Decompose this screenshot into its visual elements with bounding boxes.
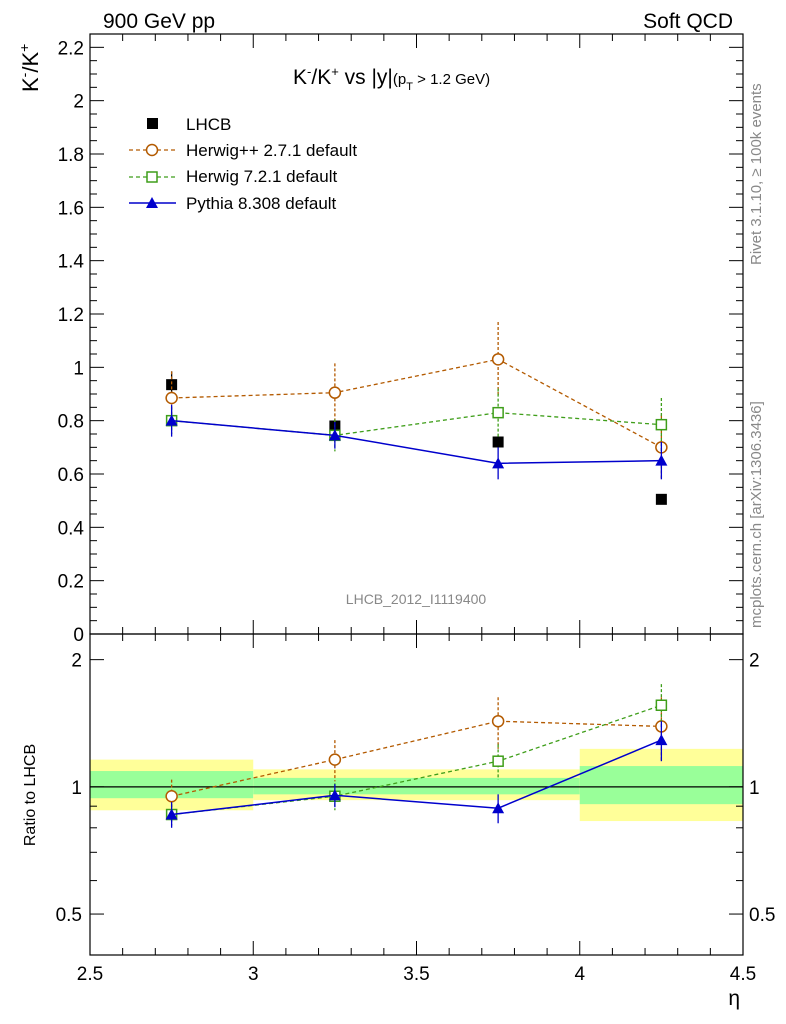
main-point-herwig-2-7-1-default xyxy=(328,386,342,399)
legend-marker-herwig7 xyxy=(146,171,158,183)
ratio-y-tick-label-right: 2 xyxy=(749,651,760,672)
analysis-id: LHCB_2012_I1119400 xyxy=(346,591,487,607)
main-y-tick-label: 2.2 xyxy=(58,38,84,59)
ratio-point-pythia-8-308-default xyxy=(165,808,178,820)
legend-marker-pythia xyxy=(146,197,158,208)
ratio-uncertainty-bands xyxy=(90,748,743,822)
main-point-herwig-2-7-1-default xyxy=(491,353,505,366)
ratio-point-herwig-2-7-1-default xyxy=(491,714,505,728)
ratio-line-herwig-7-2-1-default xyxy=(171,704,662,816)
main-y-tick-label: 0.4 xyxy=(58,518,85,539)
ratio-y-tick-label-right: 1 xyxy=(749,778,760,799)
rivet-label: Rivet 3.1.10, ≥ 100k events xyxy=(748,83,765,265)
ratio-point-herwig-2-7-1-default xyxy=(165,790,178,803)
main-y-tick-label: 2 xyxy=(73,92,84,113)
x-tick-label: 4.5 xyxy=(730,964,756,985)
main-line-herwig-7-2-1-default xyxy=(171,412,662,436)
main-y-tick-label: 1.2 xyxy=(58,305,84,326)
svg-text:K-/K+: K-/K+ xyxy=(16,44,43,92)
legend-label-herwig7: Herwig 7.2.1 default xyxy=(186,167,337,186)
ratio-point-pythia-8-308-default xyxy=(492,802,505,814)
main-y-axis-label: K-/K+ xyxy=(16,44,43,92)
legend: LHCB Herwig++ 2.7.1 default Herwig 7.2.1… xyxy=(129,115,357,213)
ratio-y-tick-label-right: 0.5 xyxy=(749,905,775,926)
ratio-point-pythia-8-308-default xyxy=(655,734,668,746)
x-tick-label: 3 xyxy=(248,964,259,985)
legend-marker-herwigpp xyxy=(145,143,159,157)
ratio-band-green xyxy=(416,777,580,795)
ratio-line-herwig-2-7-1-default xyxy=(171,720,662,797)
main-y-tick-label: 1 xyxy=(73,358,84,379)
main-point-lhcb xyxy=(655,493,667,505)
main-line-pythia-8-308-default xyxy=(171,419,662,465)
main-y-tick-label: 1.4 xyxy=(58,252,85,273)
x-tick-label: 2.5 xyxy=(77,964,103,985)
ratio-y-tick-label: 0.5 xyxy=(56,905,82,926)
x-tick-label: 4 xyxy=(574,964,585,985)
main-point-lhcb xyxy=(166,379,178,391)
legend-label-pythia: Pythia 8.308 default xyxy=(186,194,337,213)
ratio-y-tick-label: 2 xyxy=(71,651,82,672)
main-y-tick-label: 0 xyxy=(73,625,84,646)
ratio-band-green xyxy=(579,766,743,805)
main-point-pythia-8-308-default xyxy=(165,414,178,426)
ratio-y-tick-label: 1 xyxy=(71,778,82,799)
main-y-tick-label: 0.8 xyxy=(58,412,84,433)
ratio-y-axis-label: Ratio to LHCB xyxy=(22,744,39,846)
ratio-plot-layer xyxy=(165,684,668,828)
main-point-lhcb xyxy=(492,436,504,448)
main-point-pythia-8-308-default xyxy=(655,454,668,466)
header-right: Soft QCD xyxy=(643,10,733,33)
main-y-tick-label: 0.6 xyxy=(58,465,84,486)
chart-title: K-/K+ vs |y|(pT > 1.2 GeV) xyxy=(293,64,490,93)
main-point-pythia-8-308-default xyxy=(492,457,505,469)
main-point-herwig-7-2-1-default xyxy=(655,418,668,431)
main-y-tick-label: 0.2 xyxy=(58,572,84,593)
x-axis-label: η xyxy=(728,987,740,1010)
ratio-line-pythia-8-308-default xyxy=(171,739,662,816)
legend-marker-lhcb xyxy=(147,118,158,129)
ratio-point-herwig-7-2-1-default xyxy=(492,755,504,767)
main-point-herwig-2-7-1-default xyxy=(165,391,178,405)
main-plot-layer xyxy=(165,322,668,505)
ratio-point-herwig-7-2-1-default xyxy=(655,699,668,711)
main-y-tick-label: 1.6 xyxy=(58,198,84,219)
legend-label-herwigpp: Herwig++ 2.7.1 default xyxy=(186,141,357,160)
ratio-point-herwig-2-7-1-default xyxy=(328,753,342,766)
header-left: 900 GeV pp xyxy=(103,10,215,33)
axes-layer: 0 0.2 0.4 0.6 0.8 1 1.2 1.4 1.6 1.8 2 2.2 2.5 3 3.5 4 4.… xyxy=(56,33,775,985)
main-y-tick-label: 1.8 xyxy=(58,145,84,166)
main-point-herwig-7-2-1-default xyxy=(492,406,504,419)
x-tick-label: 3.5 xyxy=(403,964,429,985)
ratio-point-pythia-8-308-default xyxy=(328,789,341,801)
legend-label-lhcb: LHCB xyxy=(186,115,231,134)
mcplots-label: mcplots.cern.ch [arXiv:1306.3436] xyxy=(748,401,765,628)
main-point-pythia-8-308-default xyxy=(328,429,341,441)
main-line-herwig-2-7-1-default xyxy=(171,358,662,448)
